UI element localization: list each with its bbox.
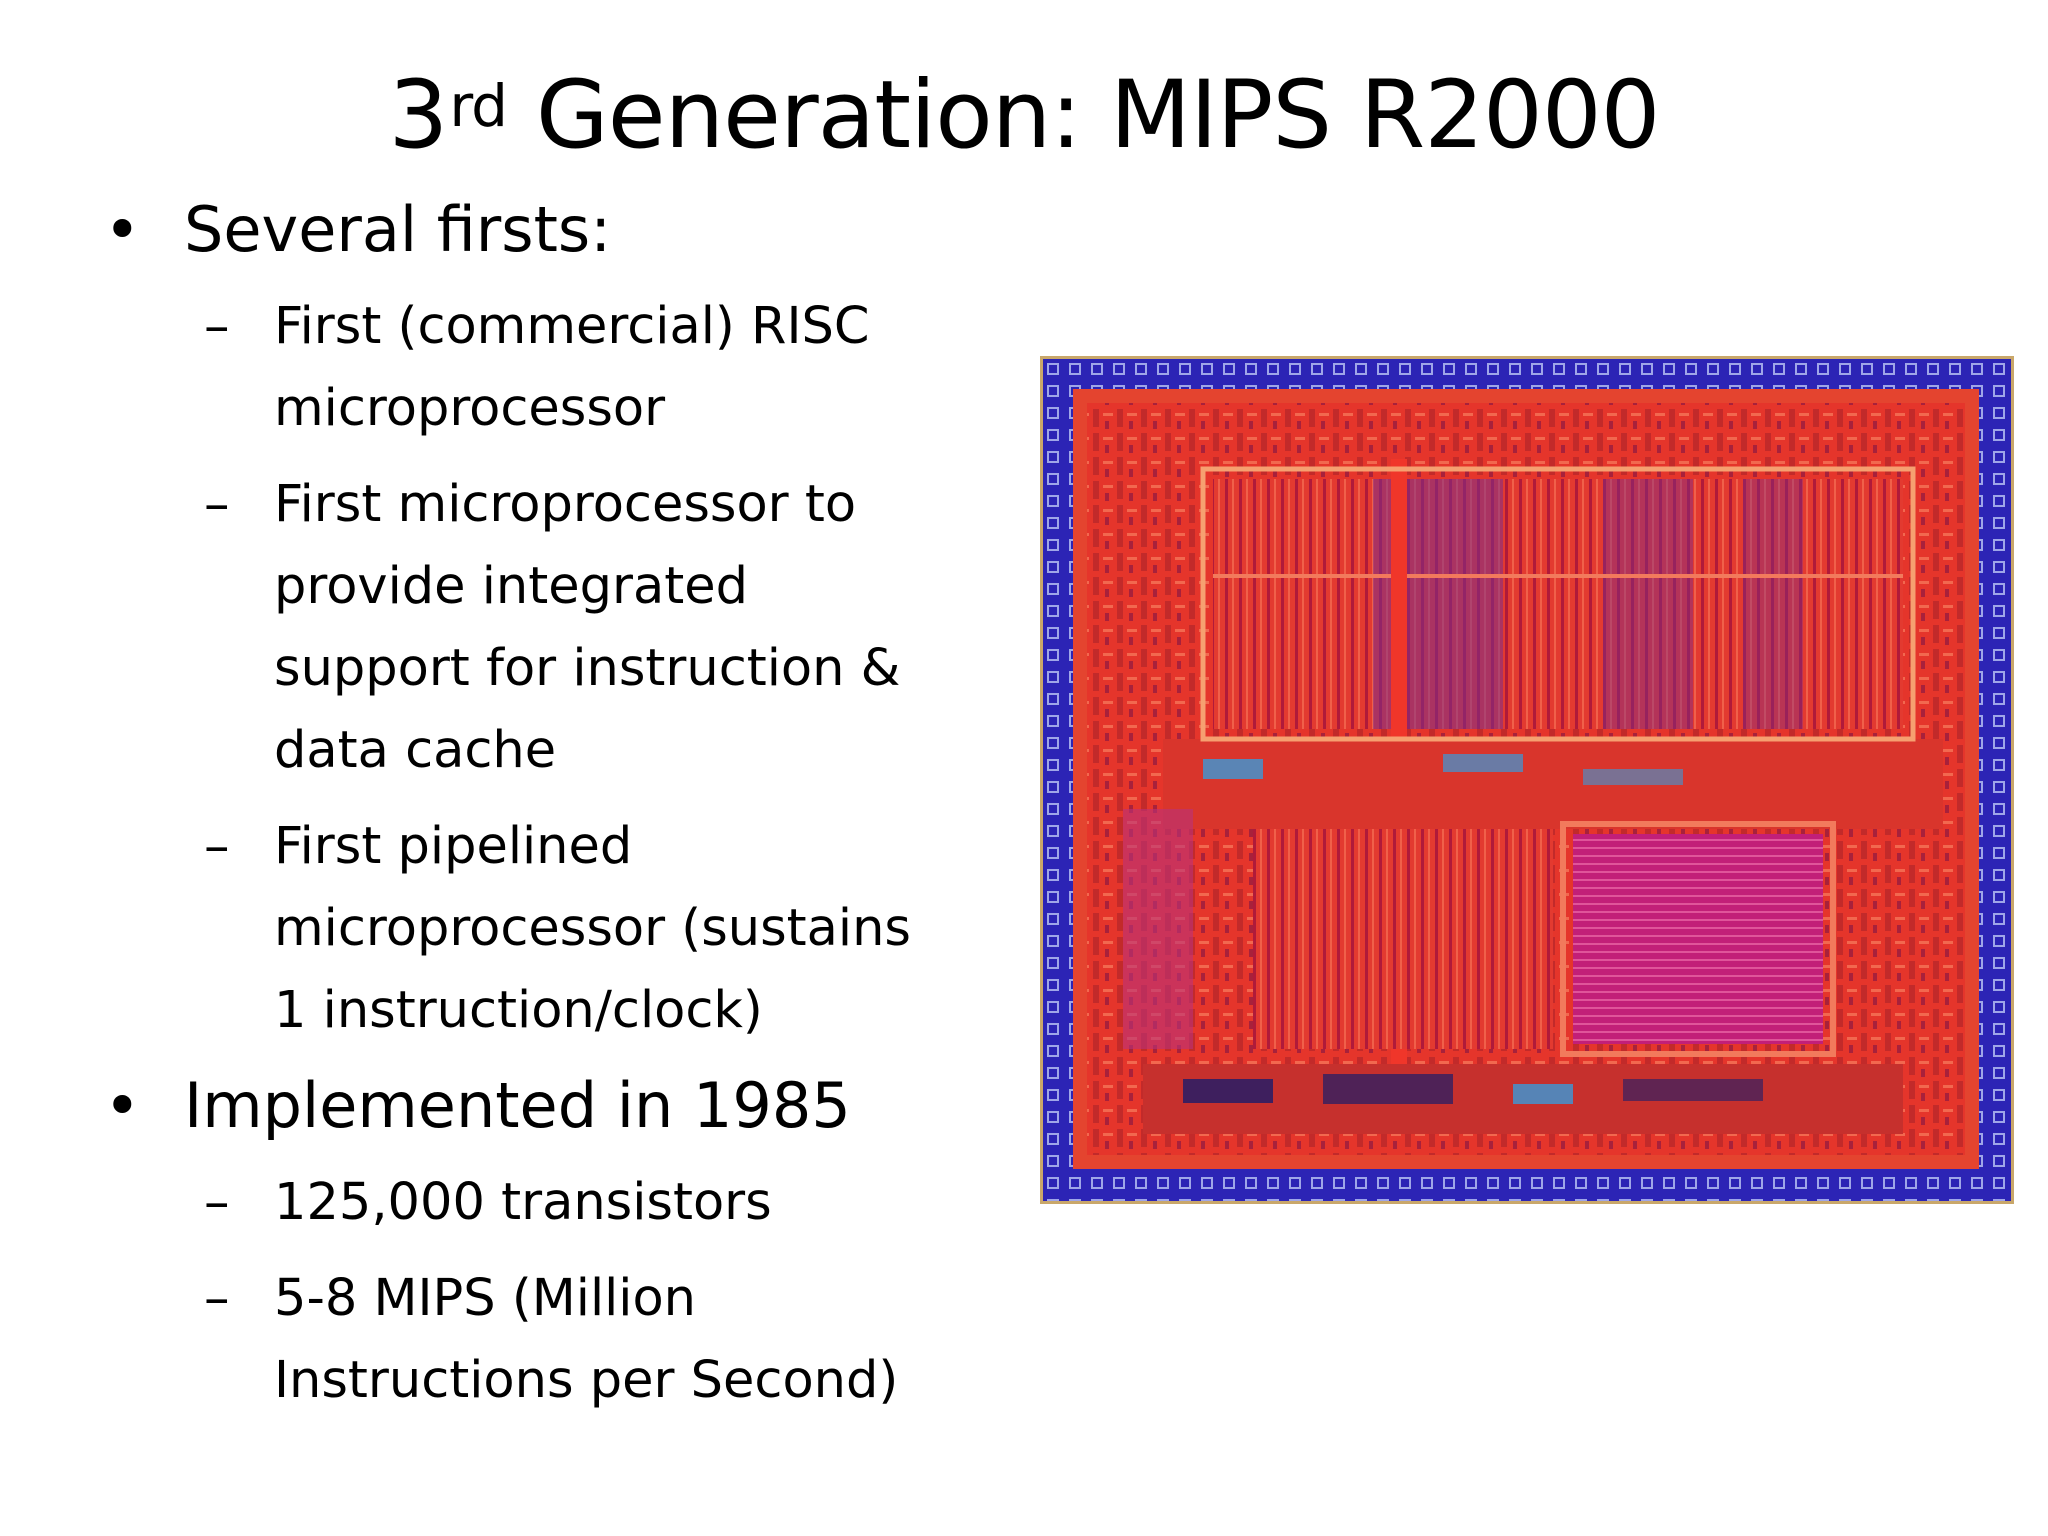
sub-item-line: microprocessor (sustains bbox=[274, 899, 911, 958]
bullet-several-firsts: • Several firsts: bbox=[104, 190, 1004, 270]
dash-icon: – bbox=[204, 817, 230, 876]
sub-item-line: data cache bbox=[274, 721, 557, 780]
sub-item-mips: – 5-8 MIPS (Million Instructions per Sec… bbox=[104, 1258, 1074, 1422]
bullet-text: Several firsts: bbox=[184, 193, 612, 266]
dash-icon: – bbox=[204, 1173, 230, 1232]
title-number: 3 bbox=[388, 61, 449, 170]
microprocessor-die-photo bbox=[1040, 356, 2014, 1204]
sub-item-line: 125,000 transistors bbox=[274, 1173, 772, 1232]
sub-list-firsts: – First (commercial) RISC microprocessor… bbox=[104, 286, 1004, 1052]
sub-item-line: provide integrated bbox=[274, 557, 748, 616]
title-superscript: rd bbox=[449, 72, 508, 140]
sub-item-transistors: – 125,000 transistors bbox=[104, 1162, 1074, 1244]
sub-item-pipelined: – First pipelined microprocessor (sustai… bbox=[104, 806, 1074, 1052]
die-photo-icon bbox=[1043, 359, 2011, 1201]
sub-list-implementation: – 125,000 transistors – 5-8 MIPS (Millio… bbox=[104, 1162, 1004, 1422]
dash-icon: – bbox=[204, 1269, 230, 1328]
sub-item-line: microprocessor bbox=[274, 379, 666, 438]
bullet-content: • Several firsts: – First (commercial) R… bbox=[104, 190, 1004, 1436]
bullet-implemented: • Implemented in 1985 bbox=[104, 1066, 1004, 1146]
sub-item-risc: – First (commercial) RISC microprocessor bbox=[104, 286, 1074, 450]
sub-item-line: First microprocessor to bbox=[274, 475, 857, 534]
sub-item-line: Instructions per Second) bbox=[274, 1351, 899, 1410]
dash-icon: – bbox=[204, 475, 230, 534]
bullet-text: Implemented in 1985 bbox=[184, 1069, 851, 1142]
sub-item-line: support for instruction & bbox=[274, 639, 901, 698]
sub-item-line: 1 instruction/clock) bbox=[274, 981, 763, 1040]
dash-icon: – bbox=[204, 297, 230, 356]
sub-item-line: First (commercial) RISC bbox=[274, 297, 870, 356]
bullet-dot-icon: • bbox=[104, 193, 141, 266]
sub-item-cache: – First microprocessor to provide integr… bbox=[104, 464, 1074, 792]
bullet-dot-icon: • bbox=[104, 1069, 141, 1142]
slide-title: 3rd Generation: MIPS R2000 bbox=[0, 56, 2048, 176]
sub-item-line: 5-8 MIPS (Million bbox=[274, 1269, 696, 1328]
title-text: Generation: MIPS R2000 bbox=[507, 61, 1661, 170]
sub-item-line: First pipelined bbox=[274, 817, 633, 876]
